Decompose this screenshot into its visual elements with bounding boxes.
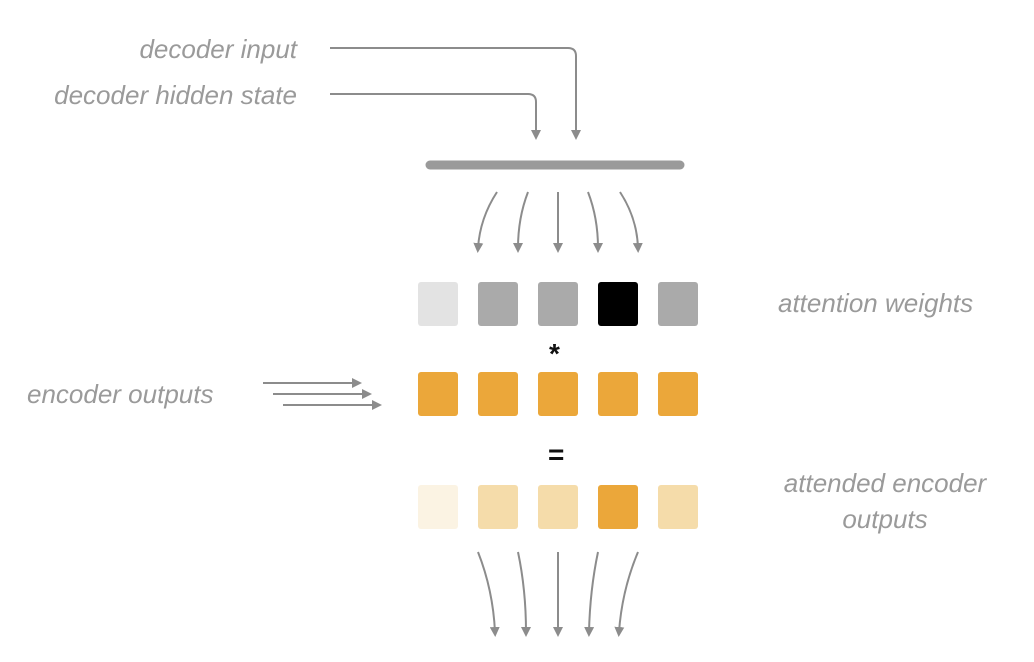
weight-arrow-1 (473, 191, 498, 253)
attention-weight-cell (658, 282, 698, 326)
multiply-operator: * (549, 338, 560, 369)
attention-weight-cell (418, 282, 458, 326)
encoder-outputs-label: encoder outputs (27, 379, 214, 409)
attention-weight-cell (598, 282, 638, 326)
attended-output-cell (658, 485, 698, 529)
decoder-hidden-state-label: decoder hidden state (54, 80, 297, 110)
output-arrow-1 (477, 551, 500, 637)
encoder-output-cell (418, 372, 458, 416)
attended-output-cell (538, 485, 578, 529)
output-arrow-4 (584, 551, 599, 637)
weight-arrow-4 (587, 191, 603, 253)
attention-weight-cell (478, 282, 518, 326)
encoder-output-cell (478, 372, 518, 416)
encoder-output-cell (538, 372, 578, 416)
decoder-hidden-state-arrow (330, 93, 541, 140)
decoder-input-label: decoder input (139, 34, 297, 64)
attended-output-cell (598, 485, 638, 529)
attention-weight-cell (538, 282, 578, 326)
attention-weights-label: attention weights (778, 288, 974, 318)
equals-operator: = (548, 439, 565, 470)
attended-encoder-outputs-label: attended encoder outputs (783, 468, 987, 534)
encoder-output-cell (658, 372, 698, 416)
attended-output-cell (418, 485, 458, 529)
weight-arrow-2 (513, 191, 529, 253)
output-arrow-5 (614, 551, 639, 637)
decoder-input-arrow (330, 47, 581, 140)
attended-output-cell (478, 485, 518, 529)
output-arrow-2 (517, 551, 531, 637)
weight-arrow-5 (619, 191, 643, 253)
encoder-output-cell (598, 372, 638, 416)
